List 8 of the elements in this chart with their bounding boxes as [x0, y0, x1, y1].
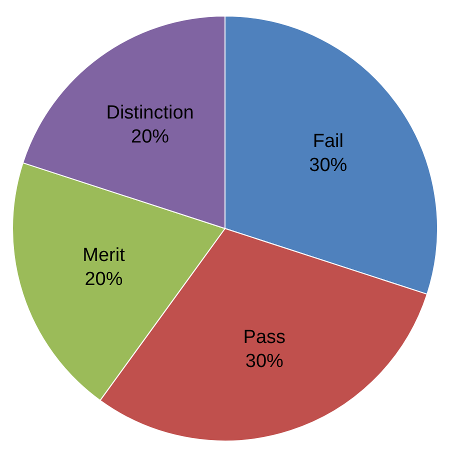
slice-label: Fail — [312, 130, 344, 152]
data-label: 30% — [245, 350, 284, 372]
slice-label: Distinction — [106, 102, 194, 124]
slice-label: Pass — [243, 326, 286, 348]
slice-label: Merit — [82, 245, 126, 266]
data-label: 20% — [84, 269, 123, 290]
data-label: 20% — [131, 126, 170, 148]
data-label: 30% — [309, 154, 348, 176]
